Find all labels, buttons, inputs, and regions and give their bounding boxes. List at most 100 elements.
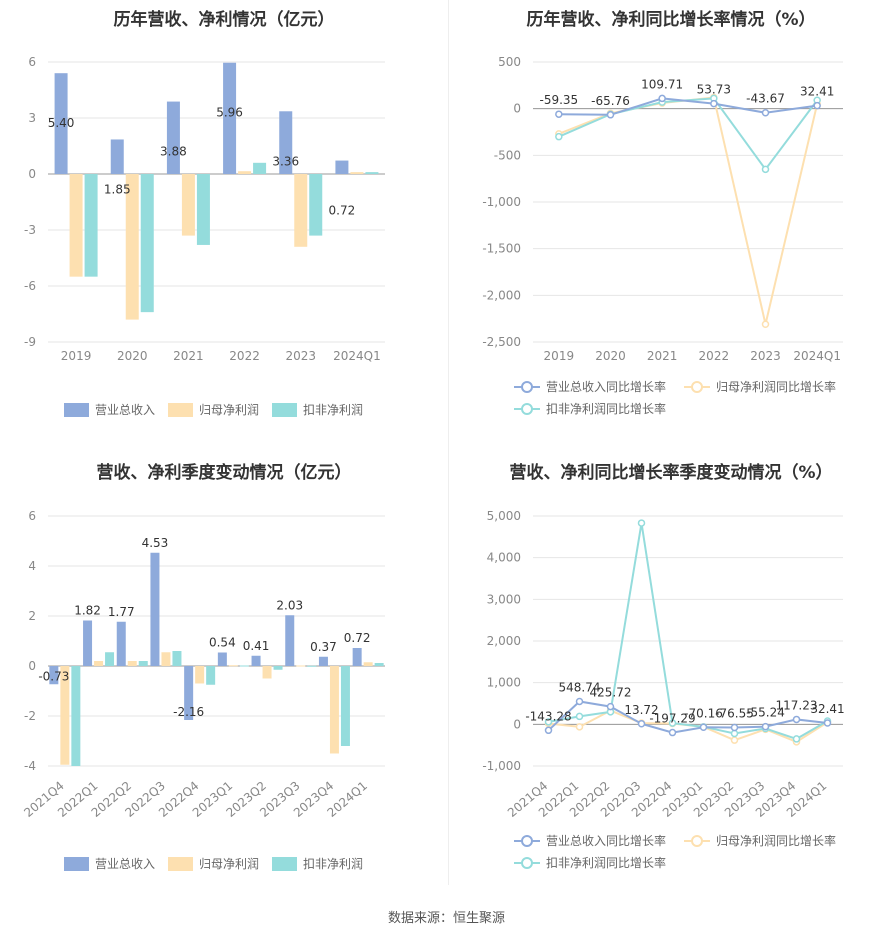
series-line	[547, 700, 828, 734]
data-label: 425.72	[590, 686, 632, 700]
bar	[84, 174, 98, 277]
data-point	[761, 108, 770, 117]
data-label: 2.03	[276, 598, 303, 612]
legend-swatch	[64, 857, 89, 871]
data-label: -0.73	[38, 669, 69, 683]
y-tick-label: 2,000	[487, 634, 521, 648]
x-tick-label: 2023	[285, 349, 316, 363]
y-tick-label: 4	[28, 559, 36, 573]
bar	[196, 174, 210, 245]
data-label: -143.28	[525, 709, 571, 723]
data-label: 3.88	[160, 145, 187, 159]
series-line	[558, 96, 819, 325]
bar	[352, 648, 362, 666]
x-tick-label: 2024Q1	[333, 349, 381, 363]
legend-marker	[691, 835, 703, 847]
bar	[60, 666, 70, 765]
legend-swatch	[168, 857, 193, 871]
data-point	[761, 320, 770, 329]
x-tick-label: 2021	[173, 349, 204, 363]
legend-label: 归母净利润	[199, 857, 259, 871]
data-label: -59.35	[539, 93, 578, 107]
bar	[54, 73, 68, 174]
data-label: 13.72	[624, 703, 658, 717]
legend-marker	[691, 381, 703, 393]
legend-marker	[521, 381, 533, 393]
legend-label: 归母净利润同比增长率	[716, 379, 836, 394]
y-tick-label: 5,000	[487, 509, 521, 523]
bar	[279, 111, 293, 174]
data-label: 5.96	[216, 106, 243, 120]
bar	[172, 651, 182, 666]
data-label: 3.36	[272, 154, 299, 168]
data-point	[813, 101, 821, 110]
bar	[253, 162, 267, 174]
annual-growth-chart: 500 0 -500 -1,000 -1,500 -2,000 -2,500 -59.35 -6…	[482, 55, 843, 416]
y-tick-label: 6	[28, 509, 36, 523]
y-tick-label: 3,000	[487, 592, 521, 606]
bar	[350, 172, 364, 174]
bar	[195, 666, 205, 684]
bar	[309, 174, 323, 236]
x-tick-label: 2020	[117, 349, 148, 363]
legend-label: 营业总收入同比增长率	[546, 379, 666, 394]
x-tick-label: 2021	[647, 349, 678, 363]
y-tick-label: 0	[513, 102, 521, 116]
bar	[335, 160, 349, 174]
y-tick-label: -2,500	[482, 335, 521, 349]
bar	[251, 655, 261, 666]
bar	[138, 661, 148, 666]
y-tick-label: 0	[28, 659, 36, 673]
annual-amounts-panel: 历年营收、净利情况（亿元） 6 3 0 -3 -6 -9 5.40 1.85 3.88 5.96 3…	[0, 0, 448, 430]
bar	[238, 171, 252, 174]
x-tick-label: 2024Q1	[793, 349, 841, 363]
bar	[223, 62, 237, 174]
data-label: -43.67	[746, 92, 785, 106]
y-tick-label: -3	[24, 223, 36, 237]
data-label: 1.85	[104, 182, 131, 196]
legend-marker	[521, 835, 533, 847]
chart-title: 营收、净利同比增长率季度变动情况（%）	[509, 463, 833, 483]
y-tick-label: -6	[24, 279, 36, 293]
legend-label: 归母净利润同比增长率	[716, 833, 836, 848]
y-tick-label: 2	[28, 609, 36, 623]
legend-swatch	[168, 403, 193, 417]
data-point	[637, 519, 646, 527]
bar	[49, 666, 59, 685]
bar	[294, 174, 308, 247]
data-label: 4.53	[142, 536, 169, 550]
bar	[262, 666, 272, 679]
data-label: 0.72	[344, 631, 371, 645]
data-label: 5.40	[48, 116, 75, 130]
bar	[374, 663, 384, 666]
panel-divider	[448, 0, 449, 885]
data-label: 53.73	[697, 83, 731, 97]
data-point	[544, 718, 553, 726]
bar	[110, 139, 124, 174]
y-tick-label: -1,000	[482, 759, 521, 773]
y-tick-label: 3	[28, 111, 36, 125]
legend-label: 归母净利润	[199, 403, 259, 417]
data-point	[658, 94, 666, 103]
bar	[69, 174, 83, 277]
data-point	[792, 715, 801, 724]
legend-label: 营业总收入同比增长率	[546, 833, 666, 848]
y-tick-label: 6	[28, 55, 36, 69]
data-label: 0.54	[209, 636, 236, 650]
data-point	[792, 735, 801, 743]
data-point	[606, 702, 615, 711]
quarterly-amounts-panel: 营收、净利季度变动情况（亿元） 6 4 2 0 -2 -4 -0.73 1.82 1.77 4.5…	[0, 450, 448, 890]
data-label: 109.71	[641, 77, 683, 91]
bar	[318, 656, 328, 666]
legend-label: 扣非净利润同比增长率	[546, 855, 666, 870]
legend-swatch	[64, 403, 89, 417]
data-point	[761, 722, 770, 731]
bar	[206, 666, 216, 685]
data-point	[575, 697, 584, 706]
y-tick-label: -2	[24, 709, 36, 723]
legend-label: 扣非净利润	[303, 403, 363, 417]
data-point	[575, 712, 584, 721]
y-tick-label: 0	[513, 717, 521, 731]
bar	[296, 665, 306, 667]
data-label: -197.29	[649, 712, 695, 726]
